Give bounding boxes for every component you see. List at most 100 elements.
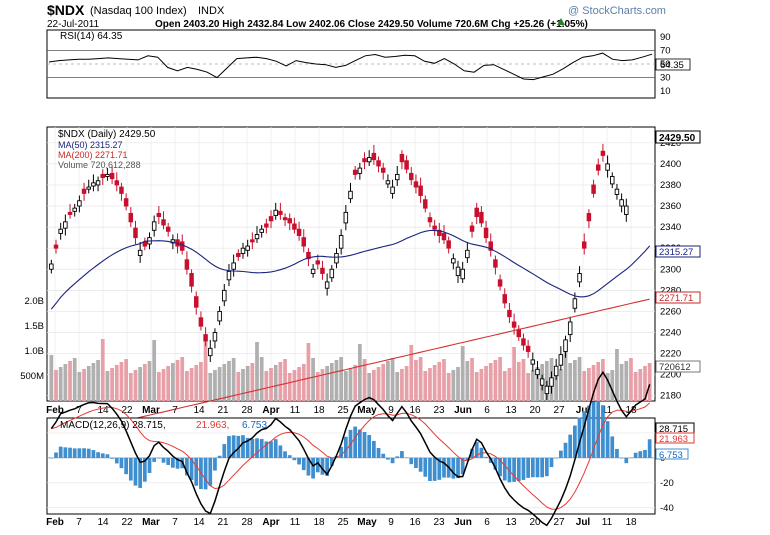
macd-hist-bar: [432, 457, 437, 481]
volume-bar: [367, 373, 372, 401]
chart-date: 22-Jul-2011: [47, 19, 100, 30]
x-tick-label: 22: [121, 405, 133, 416]
volume-bar: [601, 359, 605, 401]
candle-body: [394, 173, 400, 181]
volume-bar: [54, 370, 58, 401]
volume-bar: [372, 370, 376, 401]
volume-bar: [456, 367, 460, 401]
macd-hist-bar: [587, 405, 591, 458]
macd-hist-bar: [451, 457, 456, 479]
macd-hist-bar: [185, 457, 189, 476]
candle-body: [418, 185, 423, 196]
brand-label: @ StockCharts.com: [568, 5, 666, 17]
candle-body: [208, 347, 213, 357]
candle-body: [530, 359, 536, 365]
macd-hist-bar: [554, 457, 559, 459]
volume-bar: [301, 364, 306, 401]
price-tick-label: 2240: [660, 328, 681, 339]
macd-hist-bar: [404, 457, 409, 458]
macd-hist-bar: [147, 457, 152, 473]
volume-bar: [91, 363, 96, 401]
candle-body: [525, 345, 531, 352]
volume-bar: [647, 363, 652, 401]
macd-hist-bar: [353, 426, 358, 458]
candle-body: [77, 200, 82, 207]
macd-hist-bar: [171, 457, 175, 468]
candle-body: [516, 328, 522, 338]
volume-bar: [250, 363, 255, 401]
macd-hist-bar: [189, 457, 194, 481]
candle-body: [455, 266, 461, 277]
x-tick-label: Jun: [454, 517, 472, 528]
x-tick-label: 9: [388, 517, 394, 528]
candle-body: [324, 281, 330, 289]
macd-hist-bar: [49, 457, 54, 459]
last-price-label: 2429.50: [659, 133, 696, 144]
macd-hist-bar: [343, 436, 348, 458]
x-tick-label: 6: [484, 405, 490, 416]
hist-value-label: 6.753: [659, 450, 683, 461]
volume-bar: [591, 365, 596, 401]
candle-body: [460, 268, 465, 280]
candle-body: [474, 207, 479, 218]
macd-hist-bar: [502, 457, 507, 481]
volume-bar: [624, 361, 629, 401]
x-tick-label: 20: [529, 405, 541, 416]
volume-bar: [152, 340, 157, 401]
macd-hist-bar: [86, 448, 91, 458]
candle-body: [119, 186, 124, 194]
macd-hist-bar: [643, 449, 647, 458]
macd-hist-bar: [395, 456, 400, 458]
candle-body: [572, 298, 578, 309]
candle-body: [465, 249, 470, 259]
candle-body: [109, 172, 115, 180]
candle-body: [539, 378, 545, 386]
candle-body: [511, 321, 517, 328]
volume-bar: [643, 366, 647, 401]
volume-bar: [470, 358, 474, 401]
macd-hist-bar: [110, 457, 114, 459]
volume-bar: [329, 363, 334, 401]
macd-legend-main: MACD(12,26,9) 28.715,: [60, 420, 166, 431]
candle-body: [624, 205, 629, 215]
macd-hist-bar: [498, 457, 502, 477]
candle-body: [63, 221, 68, 229]
price-legend-title: $NDX (Daily) 2429.50: [58, 129, 156, 140]
volume-bar: [563, 348, 568, 401]
macd-hist-bar: [390, 457, 395, 464]
macd-hist-bar: [381, 453, 386, 458]
x-tick-label: Mar: [142, 517, 160, 528]
volume-bar: [619, 364, 624, 401]
candle-body: [86, 186, 91, 190]
volume-bar: [353, 365, 358, 401]
macd-hist-bar: [521, 457, 526, 480]
candle-body: [114, 180, 120, 186]
rsi-line: [48, 52, 653, 81]
candle-body: [385, 180, 391, 185]
ma50-value-box: [655, 245, 701, 258]
volume-bar: [119, 362, 124, 401]
candle-body: [409, 172, 414, 181]
macd-hist-bar: [283, 451, 287, 458]
volume-bar: [269, 368, 273, 401]
macd-hist-bar: [213, 457, 217, 471]
ma200-value-box: [655, 291, 701, 304]
x-tick-label: Jul: [576, 405, 591, 416]
macd-hist-bar: [474, 442, 479, 458]
macd-hist-bar: [329, 457, 334, 466]
macd-hist-bar: [470, 448, 474, 458]
candle-body: [329, 268, 335, 279]
macd-hist-bar: [58, 446, 63, 458]
candle-body: [292, 223, 297, 230]
x-tick-label: 7: [76, 405, 82, 416]
volume-bar: [105, 371, 110, 401]
candle-body: [446, 240, 451, 249]
volume-bar: [199, 362, 203, 401]
candle-body: [91, 182, 96, 187]
volume-bar: [521, 359, 526, 401]
macd-hist-bar: [231, 435, 236, 458]
macd-hist-bar: [217, 455, 222, 458]
candle-body: [451, 258, 456, 264]
x-tick-label: 22: [121, 517, 133, 528]
volume-bar: [610, 370, 615, 401]
